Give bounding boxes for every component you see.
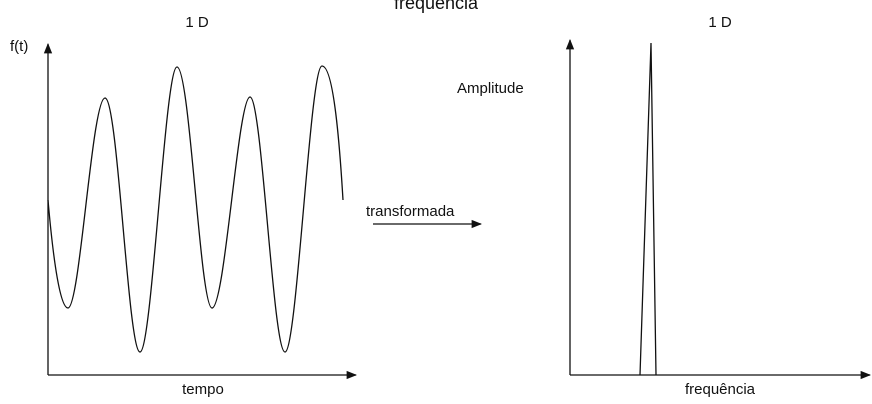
x-axis-label: tempo	[182, 381, 224, 398]
y-axis-label: Amplitude	[457, 80, 524, 97]
title: frequência	[394, 0, 479, 13]
panel-label: 1 D	[185, 14, 209, 31]
wave	[47, 65, 344, 353]
x-axis-label: frequência	[685, 381, 756, 398]
transform-label: transformada	[366, 203, 455, 220]
spike	[639, 42, 657, 376]
panel-label: 1 D	[708, 14, 732, 31]
y-axis-label: f(t)	[10, 38, 28, 55]
